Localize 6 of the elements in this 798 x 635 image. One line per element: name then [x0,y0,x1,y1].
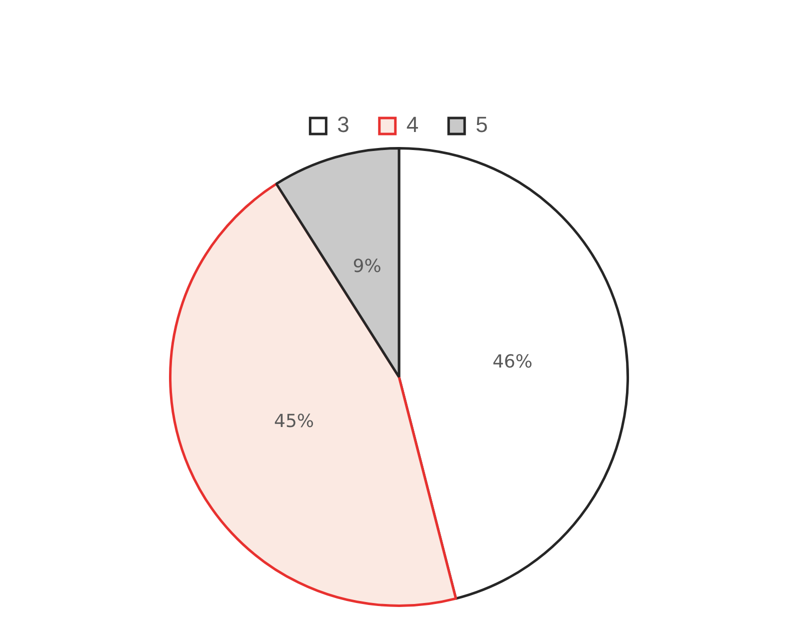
legend-label: 5 [476,112,488,138]
data-label: 45% [274,411,314,432]
legend-label: 3 [337,112,350,138]
data-label: 46% [492,351,532,372]
legend-label: 4 [406,112,419,138]
data-label: 9% [352,256,382,277]
